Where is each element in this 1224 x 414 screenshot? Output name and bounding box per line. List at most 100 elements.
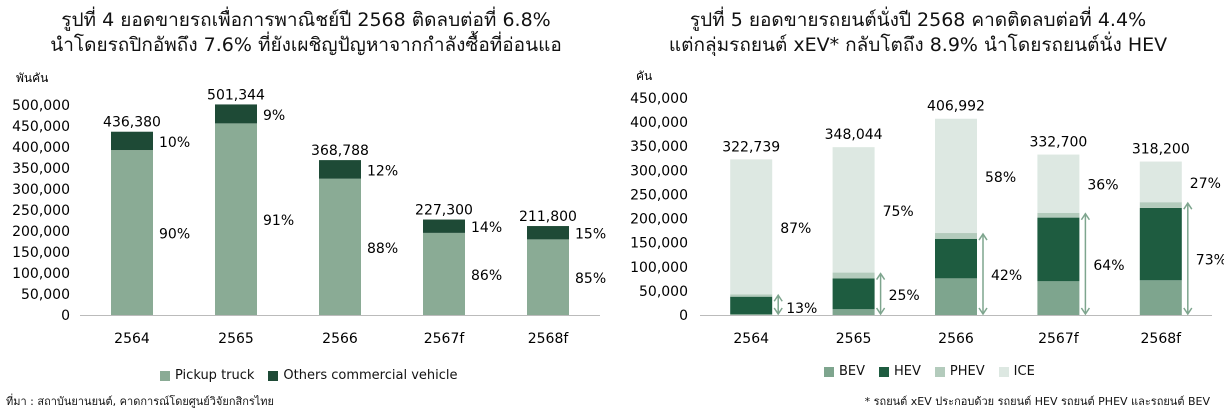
legend-item-1: HEV	[879, 364, 921, 379]
others-share-label: 10%	[159, 135, 190, 151]
xev-share-label: 64%	[1093, 258, 1124, 274]
right-title-line2: แต่กลุ่มรถยนต์ xEV* กลับโตถึง 8.9% นำโดย…	[668, 34, 1168, 56]
xev-arrow-down-head	[1183, 307, 1193, 316]
y-tick-label: 200,000	[630, 212, 688, 228]
xev-arrow-down-head	[773, 307, 783, 316]
x-category-label: 2564	[733, 331, 769, 347]
x-category-label: 2565	[218, 331, 254, 347]
bar-segment-ice	[832, 147, 875, 273]
bar-segment-others-commercial-vehicle	[111, 131, 153, 151]
xev-arrow-down-head	[1080, 307, 1091, 316]
xev-arrow-up-head	[773, 293, 783, 302]
legend-label: HEV	[894, 364, 921, 379]
y-tick-label: 500,000	[12, 98, 70, 114]
ice-share-label: 87%	[780, 221, 811, 237]
pickup-share-label: 85%	[575, 271, 606, 287]
right-chart-title: รูปที่ 5 ยอดขายรถยนต์นั่งปี 2568 คาดติดล…	[612, 8, 1224, 58]
y-tick-label: 150,000	[12, 245, 70, 261]
others-share-label: 12%	[367, 163, 398, 179]
others-share-label: 14%	[471, 220, 502, 236]
bar-segment-pickup-truck	[111, 150, 153, 315]
x-category-label: 2565	[836, 331, 872, 347]
total-value-label: 368,788	[311, 143, 369, 159]
bar-segment-others-commercial-vehicle	[215, 104, 257, 124]
x-category-label: 2566	[322, 331, 358, 347]
x-category-label: 2566	[938, 331, 974, 347]
y-tick-label: 0	[679, 308, 688, 324]
legend-swatch	[268, 370, 279, 381]
total-value-label: 436,380	[103, 115, 161, 131]
y-tick-label: 350,000	[12, 161, 70, 177]
left-title-line1: รูปที่ 4 ยอดขายรถเพื่อการพาณิชย์ปี 2568 …	[61, 9, 551, 31]
legend-item-2: PHEV	[934, 364, 985, 379]
left-chart-panel: รูปที่ 4 ยอดขายรถเพื่อการพาณิชย์ปี 2568 …	[6, 9, 606, 408]
xev-arrow-up-head	[875, 272, 886, 280]
y-tick-label: 450,000	[630, 91, 688, 107]
x-category-label: 2564	[114, 331, 150, 347]
right-footnote: * รถยนต์ xEV ประกอบด้วย รถยนต์ HEV รถยนต…	[864, 395, 1210, 408]
bar-segment-pickup-truck	[215, 123, 257, 315]
legend-item-0: Pickup truck	[160, 368, 254, 383]
right-chart-svg: คัน 0 50,000 100,000 150,000 200,000 250,000 30…	[630, 69, 1224, 347]
total-value-label: 332,700	[1029, 135, 1087, 151]
others-share-label: 15%	[575, 227, 606, 243]
legend-item-1: Others commercial vehicle	[268, 368, 458, 383]
y-tick-label: 0	[61, 308, 70, 324]
total-value-label: 318,200	[1132, 142, 1190, 158]
bar-segment-phev	[935, 233, 977, 239]
xev-arrow-up-head	[978, 232, 988, 241]
bar-segment-bev	[1139, 280, 1182, 315]
y-tick-label: 400,000	[630, 115, 688, 131]
ice-share-label: 27%	[1190, 176, 1221, 192]
xev-arrow-down-head	[978, 307, 988, 316]
x-category-label: 2567f	[1038, 331, 1080, 347]
total-value-label: 348,044	[825, 127, 883, 143]
legend-swatch	[934, 366, 945, 377]
bar-segment-ice	[935, 118, 977, 234]
y-tick-label: 300,000	[12, 182, 70, 198]
left-legend: Pickup truck Others commercial vehicle	[160, 368, 472, 385]
legend-swatch	[160, 370, 170, 381]
bar-segment-others-commercial-vehicle	[319, 160, 361, 179]
y-tick-label: 150,000	[630, 236, 688, 252]
left-source-note: ที่มา : สถาบันยานยนต์, คาดการณ์โดยศูนย์ว…	[6, 395, 274, 408]
y-tick-label: 450,000	[12, 119, 70, 135]
xev-share-label: 42%	[991, 268, 1022, 284]
bar-segment-hev	[1139, 207, 1182, 281]
y-tick-label: 250,000	[630, 187, 688, 203]
bar-segment-hev	[935, 238, 977, 279]
left-chart-svg: พันคัน 0 50,000 100,000 150,000 200,000 250,00…	[12, 71, 606, 347]
x-category-label: 2568f	[1141, 331, 1183, 347]
bar-segment-others-commercial-vehicle	[527, 226, 569, 240]
legend-swatch	[879, 366, 890, 377]
bar-segment-phev	[832, 272, 875, 279]
y-tick-label: 100,000	[630, 260, 688, 276]
total-value-label: 211,800	[519, 209, 577, 225]
y-tick-label: 50,000	[639, 284, 688, 300]
bar-segment-pickup-truck	[423, 232, 465, 315]
y-tick-label: 100,000	[12, 266, 70, 282]
xev-share-label: 13%	[786, 301, 817, 317]
ice-share-label: 75%	[883, 204, 914, 220]
ice-share-label: 36%	[1087, 178, 1118, 194]
bar-segment-phev	[1139, 202, 1182, 208]
bar-segment-bev	[935, 278, 977, 315]
x-category-label: 2567f	[424, 331, 466, 347]
left-unit-label: พันคัน	[16, 71, 48, 85]
legend-swatch	[998, 366, 1009, 377]
y-tick-label: 200,000	[12, 224, 70, 240]
left-title-line2: นำโดยรถปิกอัพถึง 7.6% ที่ยังเผชิญปัญหาจา…	[50, 34, 562, 56]
y-tick-label: 300,000	[630, 163, 688, 179]
bar-segment-others-commercial-vehicle	[423, 219, 465, 233]
legend-label: Pickup truck	[175, 368, 255, 383]
legend-item-0: BEV	[824, 364, 865, 379]
bar-segment-hev	[730, 296, 773, 315]
bar-segment-bev	[832, 309, 875, 315]
bar-segment-pickup-truck	[319, 178, 361, 315]
total-value-label: 501,344	[207, 87, 265, 103]
legend-label: ICE	[1013, 364, 1035, 379]
total-value-label: 322,739	[722, 139, 780, 155]
bar-segment-hev	[1037, 217, 1080, 282]
total-value-label: 406,992	[927, 99, 985, 115]
pickup-share-label: 91%	[263, 213, 294, 229]
